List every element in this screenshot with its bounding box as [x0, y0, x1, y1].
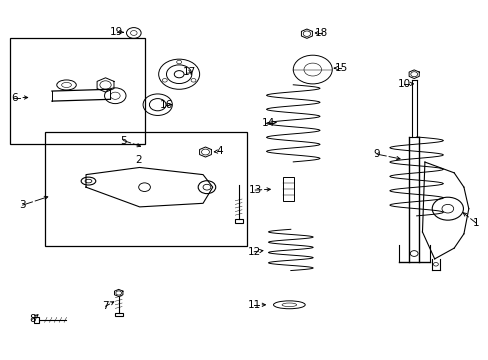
Bar	[115, 313, 122, 316]
Text: 5: 5	[120, 136, 126, 145]
Text: 13: 13	[248, 185, 261, 195]
Text: 7: 7	[102, 301, 109, 311]
Text: 16: 16	[160, 100, 173, 110]
Bar	[34, 317, 39, 323]
Text: 6: 6	[11, 93, 18, 103]
Text: 19: 19	[110, 27, 123, 37]
Text: 8: 8	[29, 314, 36, 324]
Text: 1: 1	[472, 218, 478, 228]
Text: 15: 15	[334, 63, 347, 73]
Text: 17: 17	[183, 67, 196, 77]
Text: 14: 14	[262, 118, 275, 128]
Text: 4: 4	[216, 146, 223, 156]
Bar	[282, 177, 294, 201]
Text: 11: 11	[247, 300, 260, 310]
Text: 12: 12	[247, 247, 260, 257]
Text: 10: 10	[397, 79, 410, 89]
Text: 2: 2	[135, 155, 141, 165]
Text: 9: 9	[373, 149, 380, 159]
Bar	[44, 132, 246, 246]
Text: 18: 18	[314, 28, 327, 38]
Bar	[10, 39, 144, 144]
Bar	[234, 220, 242, 223]
Text: 3: 3	[20, 200, 26, 210]
